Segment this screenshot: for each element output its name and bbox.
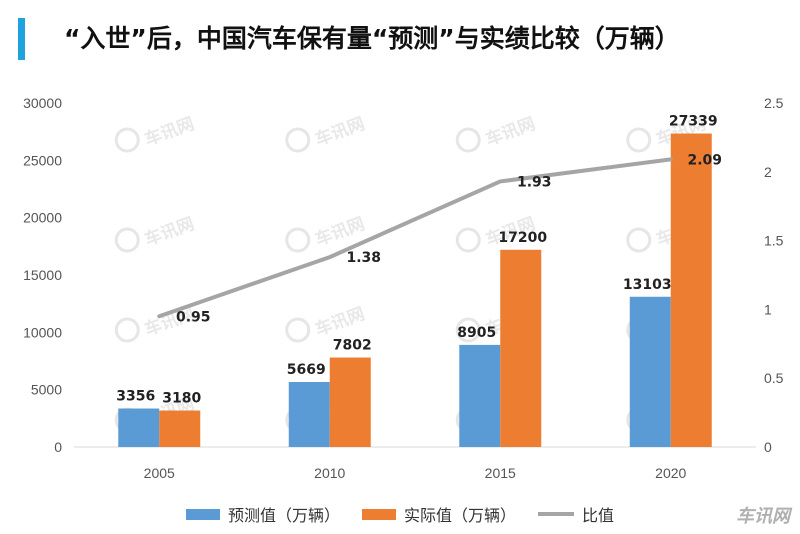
watermark-logo-icon	[285, 317, 311, 343]
legend-item-actual: 实际值（万辆）	[361, 502, 516, 526]
watermark-text: 车讯网	[142, 213, 197, 250]
data-label-forecast: 8905	[457, 325, 496, 341]
data-label-forecast: 13103	[623, 277, 672, 293]
y-tick-label-right: 1.5	[764, 233, 784, 249]
bar-actual	[500, 249, 542, 447]
y-tick-label-left: 15000	[23, 267, 62, 283]
y-tick-label-left: 0	[54, 439, 62, 455]
y-tick-label-left: 25000	[23, 152, 62, 168]
bar-actual	[159, 410, 201, 447]
watermark-logo-icon	[626, 127, 652, 153]
watermark-logo-icon	[455, 317, 481, 343]
data-label-actual: 7802	[333, 338, 372, 354]
y-tick-label-left: 30000	[23, 95, 62, 111]
watermark-text: 车讯网	[142, 113, 197, 150]
x-tick-label: 2020	[655, 465, 686, 481]
watermark-logo-icon	[626, 227, 652, 253]
legend-swatch-actual	[361, 508, 396, 520]
x-tick-label: 2005	[144, 465, 175, 481]
chart-title: “入世”后，中国汽车保有量“预测”与实绩比较（万辆）	[64, 24, 680, 53]
data-label-actual: 27339	[669, 114, 718, 130]
legend-label-actual: 实际值（万辆）	[403, 506, 516, 525]
watermark-logo-icon	[455, 127, 481, 153]
data-label-actual: 17200	[498, 230, 547, 246]
bar-actual	[670, 133, 712, 447]
watermark-text: 车讯网	[483, 113, 538, 150]
watermark-logo-icon	[455, 227, 481, 253]
legend-swatch-forecast	[185, 508, 220, 520]
bar-actual	[329, 357, 371, 447]
corner-logo-watermark: 车讯网	[736, 506, 790, 527]
y-tick-label-left: 10000	[23, 324, 62, 340]
series-line-ratio	[157, 157, 673, 319]
bar-forecast	[118, 408, 160, 447]
ratio-point	[157, 314, 161, 318]
title-accent-bar	[18, 18, 25, 60]
bar-forecast	[288, 381, 330, 447]
data-label-actual: 3180	[162, 391, 201, 407]
watermark-logo-icon	[285, 127, 311, 153]
y-tick-label-right: 2	[764, 164, 772, 180]
y-tick-label-right: 0.5	[764, 370, 784, 386]
watermark-logo-icon	[114, 127, 140, 153]
y-tick-label-left: 20000	[23, 210, 62, 226]
x-tick-label: 2015	[485, 465, 516, 481]
data-label-forecast: 3356	[116, 389, 155, 405]
chart-legend: 预测值（万辆） 实际值（万辆） 比值	[0, 500, 800, 528]
data-label-ratio: 2.09	[687, 152, 722, 168]
bar-forecast	[629, 296, 671, 447]
watermark-logo-icon	[114, 227, 140, 253]
data-label-ratio: 1.38	[346, 250, 381, 266]
ratio-point	[498, 179, 502, 183]
y-tick-label-left: 5000	[31, 382, 62, 398]
legend-label-forecast: 预测值（万辆）	[227, 506, 340, 525]
watermark-logo-icon	[114, 317, 140, 343]
watermark-text: 车讯网	[312, 303, 367, 340]
ratio-point	[669, 157, 673, 161]
data-label-ratio: 1.93	[517, 174, 552, 190]
y-tick-label-right: 0	[764, 439, 772, 455]
watermark-text: 车讯网	[312, 113, 367, 150]
y-tick-label-right: 1	[764, 301, 772, 317]
y-tick-label-right: 2.5	[764, 95, 784, 111]
bar-forecast	[459, 344, 501, 447]
ratio-point	[328, 255, 332, 259]
data-label-forecast: 5669	[287, 362, 326, 378]
legend-label-ratio: 比值	[582, 506, 615, 525]
legend-item-forecast: 预测值（万辆）	[185, 502, 340, 526]
legend-swatch-ratio	[538, 512, 574, 516]
watermark-logo-icon	[285, 227, 311, 253]
legend-item-ratio: 比值	[538, 502, 614, 526]
data-label-ratio: 0.95	[176, 309, 211, 325]
x-tick-label: 2010	[314, 465, 345, 481]
